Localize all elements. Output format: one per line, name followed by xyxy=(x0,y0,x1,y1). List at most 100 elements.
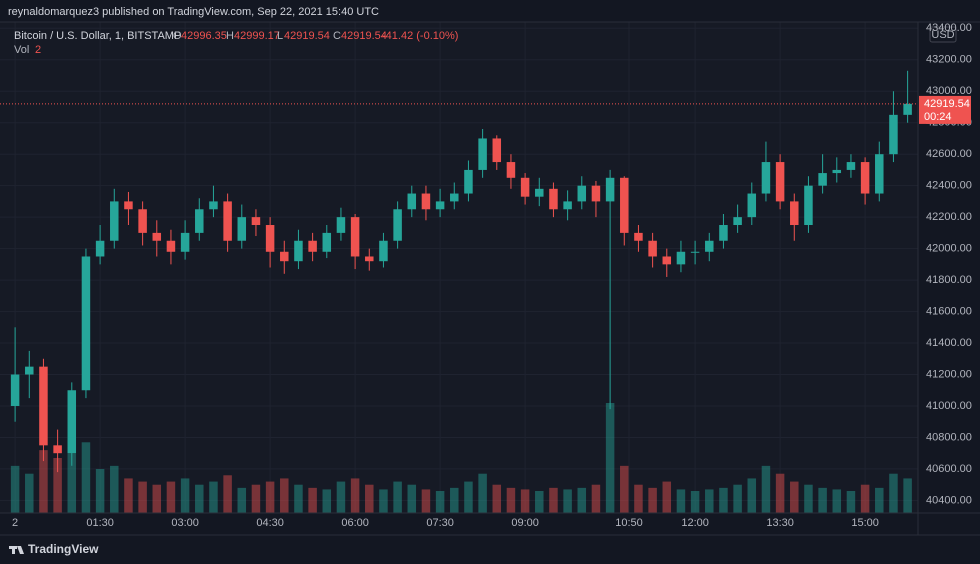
volume-bar xyxy=(690,491,700,513)
volume-bar xyxy=(492,484,502,513)
volume-bar xyxy=(903,478,912,513)
volume-bar xyxy=(450,487,459,513)
candle-body xyxy=(804,185,813,226)
candle-body xyxy=(393,209,402,241)
volume-bar xyxy=(634,484,643,513)
candle-body xyxy=(747,193,757,218)
y-tick-label: 42400.00 xyxy=(926,180,972,192)
logo-mark xyxy=(17,546,24,554)
candle-body xyxy=(790,201,799,226)
x-tick-label: 09:00 xyxy=(511,517,539,529)
x-tick-label: 12:00 xyxy=(681,517,709,529)
candle-body xyxy=(719,225,728,241)
volume-bar xyxy=(39,450,48,513)
candle-body xyxy=(620,177,629,233)
candle-body xyxy=(832,169,842,174)
candle-body xyxy=(690,251,700,253)
volume-bar xyxy=(81,442,91,513)
x-tick-label: 2 xyxy=(12,517,18,529)
candle-body xyxy=(53,445,62,454)
volume-bar xyxy=(705,489,714,513)
y-tick-label: 40400.00 xyxy=(926,494,972,506)
volume-bar xyxy=(761,465,771,513)
volume-bar xyxy=(421,489,431,513)
y-tick-label: 41000.00 xyxy=(926,400,972,412)
volume-bar xyxy=(53,458,62,513)
x-tick-label: 01:30 xyxy=(86,517,114,529)
y-tick-label: 42000.00 xyxy=(926,243,972,255)
candle-body xyxy=(138,209,147,233)
volume-bar xyxy=(280,478,289,513)
logo xyxy=(9,546,24,554)
candle-body xyxy=(860,162,870,194)
volume-bar xyxy=(10,465,20,513)
y-tick-label: 42200.00 xyxy=(926,211,972,223)
volume-bar xyxy=(620,465,629,513)
volume-bar xyxy=(832,489,842,513)
y-tick-label: 43200.00 xyxy=(926,54,972,66)
candle-body xyxy=(209,201,218,210)
x-tick-label: 15:00 xyxy=(851,517,879,529)
volume-bar xyxy=(719,487,728,513)
x-tick-label: 10:50 xyxy=(615,517,643,529)
y-tick-label: 40800.00 xyxy=(926,431,972,443)
y-tick-label: 41200.00 xyxy=(926,368,972,380)
candle-body xyxy=(535,188,544,197)
volume-bar xyxy=(478,473,487,513)
volume-bar xyxy=(350,478,360,513)
candle-body xyxy=(549,188,558,210)
candle-body xyxy=(818,173,827,186)
candle-body xyxy=(365,256,374,262)
x-tick-label: 04:30 xyxy=(256,517,284,529)
volume-bar xyxy=(251,484,261,513)
candle-body xyxy=(95,240,105,257)
vol-label: Vol xyxy=(14,44,29,56)
candle-body xyxy=(294,240,303,262)
volume-bar xyxy=(138,481,147,513)
volume-bar xyxy=(662,481,672,513)
candle-body xyxy=(775,162,785,202)
x-tick-label: 07:30 xyxy=(426,517,454,529)
candle-body xyxy=(520,177,530,197)
volume-bar xyxy=(322,489,332,513)
candle-body xyxy=(379,240,388,262)
volume-bar xyxy=(549,487,558,513)
candle-body xyxy=(237,217,247,241)
candle-body xyxy=(336,217,346,233)
volume-bar xyxy=(605,403,615,513)
candle-body xyxy=(634,232,643,241)
volume-bar xyxy=(790,481,799,513)
volume-bar xyxy=(435,491,445,513)
volume-bar xyxy=(110,465,119,513)
candle-body xyxy=(81,256,91,391)
volume-bar xyxy=(166,481,176,513)
volume-bar xyxy=(563,489,572,513)
currency-box[interactable] xyxy=(929,26,957,43)
x-tick-label: 06:00 xyxy=(341,517,369,529)
l-value: 42919.54 xyxy=(284,30,330,42)
candle-body xyxy=(464,169,473,194)
volume-bar xyxy=(407,484,417,513)
volume-bar xyxy=(237,487,247,513)
volume-bar xyxy=(875,487,884,513)
volume-bar xyxy=(308,487,317,513)
currency[interactable]: USD xyxy=(931,29,954,41)
volume-bar xyxy=(180,478,190,513)
price-tag: 42919.54 xyxy=(924,98,970,110)
candle-body xyxy=(251,217,261,226)
y-tick-label: 41400.00 xyxy=(926,337,972,349)
vol-value: 2 xyxy=(35,44,41,56)
h-label: H xyxy=(226,30,234,42)
candle-body xyxy=(889,114,898,155)
x-tick-label: 13:30 xyxy=(766,517,794,529)
candle-body xyxy=(435,201,445,210)
volume-bar xyxy=(889,473,898,513)
volume-bar xyxy=(25,473,34,513)
x-tick-label: 03:00 xyxy=(171,517,199,529)
l-label: L xyxy=(277,30,283,42)
candle-body xyxy=(648,240,657,257)
candle-body xyxy=(662,256,672,265)
volume-bar xyxy=(67,453,77,513)
candle-body xyxy=(67,390,77,454)
volume-bar xyxy=(775,473,785,513)
